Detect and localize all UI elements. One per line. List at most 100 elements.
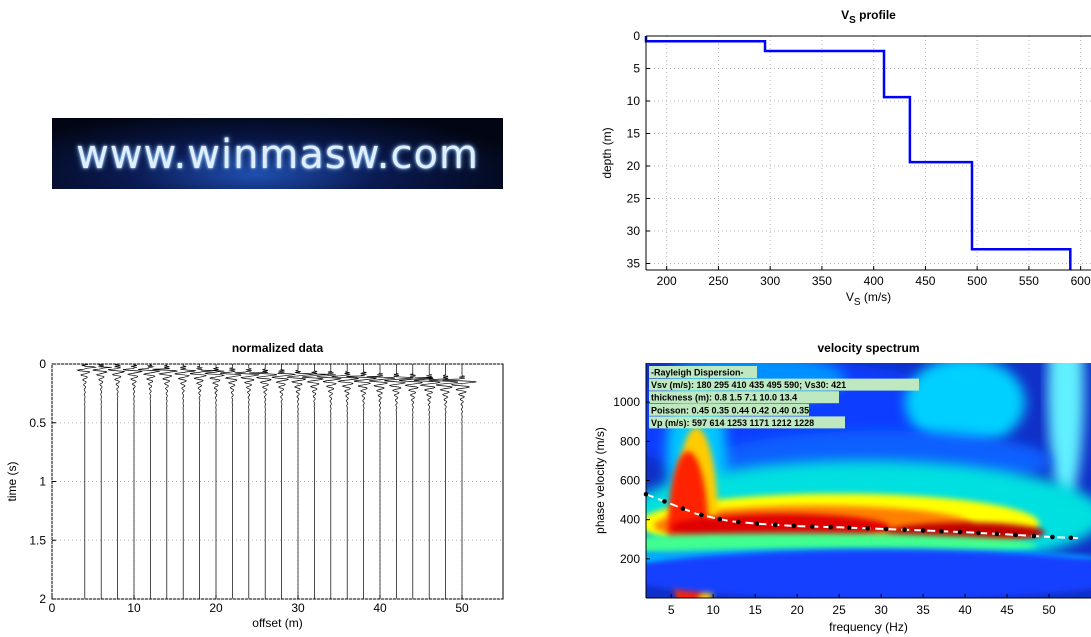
legend-row-bg — [649, 378, 919, 391]
legend-row-bg — [649, 403, 809, 416]
dispersion-curve-point — [736, 519, 741, 525]
dispersion-curve-point — [699, 512, 704, 518]
nd-trace — [249, 364, 278, 599]
dispersion-curve-point — [865, 526, 870, 531]
vs-xtick-label: 550 — [1019, 274, 1039, 288]
spec-xtick-label: 5 — [668, 603, 675, 617]
spec-xtick-label: 20 — [790, 603, 804, 617]
nd-xlabel: offset (m) — [252, 616, 302, 630]
nd-trace — [174, 364, 197, 599]
vs-profile-line — [644, 36, 1072, 270]
nd-trace — [76, 363, 97, 599]
vs-xtick-label: 250 — [708, 274, 728, 288]
vs-title: VS profile — [841, 8, 896, 26]
spec-xtick-label: 40 — [958, 603, 972, 617]
spec-xtick-label: 50 — [1042, 603, 1056, 617]
nd-xtick-label: 20 — [209, 601, 223, 615]
nd-trace — [219, 364, 242, 599]
dispersion-curve-point — [920, 528, 926, 533]
nd-ytick-label: 2 — [39, 592, 46, 606]
dispersion-curve-point — [680, 506, 686, 511]
nd-trace — [152, 364, 178, 599]
dispersion-curve-point — [791, 523, 797, 529]
heatmap-blob — [1047, 363, 1084, 503]
legend-row-text: thickness (m): 0.8 1.5 7.1 10.0 13.4 — [651, 393, 797, 403]
nd-trace — [366, 364, 396, 599]
dispersion-curve-point — [1031, 533, 1037, 539]
vs-xtick-label: 350 — [812, 274, 832, 288]
dispersion-curve-point — [957, 529, 963, 535]
winmasw-logo: www.winmasw.com — [52, 118, 503, 189]
dispersion-curve-point — [828, 524, 834, 530]
dispersion-curve-point — [846, 525, 852, 530]
vs-ylabel: depth (m) — [600, 127, 614, 178]
dispersion-curve-point — [809, 524, 815, 529]
nd-trace — [428, 364, 459, 599]
dispersion-curve-point — [976, 530, 981, 536]
vs-ytick-label: 5 — [633, 62, 640, 76]
nd-xtick-label: 40 — [373, 601, 387, 615]
dispersion-curve-point — [754, 521, 760, 526]
dispersion-curve-point — [939, 528, 944, 534]
spec-xlabel: frequency (Hz) — [829, 620, 908, 634]
legend-row-text: Poisson: 0.45 0.35 0.44 0.42 0.40 0.35 — [651, 405, 809, 415]
nd-trace — [399, 364, 433, 599]
spec-xtick-label: 30 — [874, 603, 888, 617]
spec-xtick-label: 25 — [832, 603, 846, 617]
legend-row-bg — [649, 366, 757, 378]
heatmap-blob — [905, 363, 1026, 448]
vs-heatmap — [646, 363, 1091, 598]
spec-ylabel: phase velocity (m/s) — [593, 427, 607, 534]
dispersion-curve-point — [662, 499, 667, 504]
legend-row-bg — [649, 391, 839, 404]
nd-trace — [346, 364, 377, 599]
nd-trace — [331, 364, 359, 599]
spec-ytick-label: 200 — [620, 552, 640, 566]
nd-trace — [413, 364, 441, 599]
vs-ytick-label: 35 — [627, 257, 641, 271]
nd-plot-area — [51, 363, 504, 600]
vs-ytick-label: 20 — [627, 159, 641, 173]
dispersion-curve-point — [1050, 534, 1055, 540]
vs-ytick-label: 15 — [627, 127, 641, 141]
nd-ytick-label: 1 — [39, 475, 46, 489]
vs-xtick-label: 600 — [1071, 274, 1091, 288]
nd-ytick-label: 1.5 — [29, 533, 46, 547]
nd-ytick-label: 0 — [39, 357, 46, 371]
vs-ytick-label: 25 — [627, 192, 641, 206]
spec-xtick-label: 15 — [748, 603, 762, 617]
dispersion-legend: -Rayleigh Dispersion- Vsv (m/s): 180 295 … — [649, 366, 919, 429]
nd-trace — [92, 363, 112, 599]
nd-trace — [107, 363, 126, 599]
legend-row-text: -Rayleigh Dispersion- — [651, 368, 744, 378]
nd-trace — [442, 364, 477, 599]
nd-trace — [286, 364, 314, 599]
spec-ytick-label: 1000 — [613, 395, 640, 409]
dispersion-curve-point — [773, 522, 778, 528]
legend-row-text: Vp (m/s): 597 614 1253 1171 1212 1228 — [651, 418, 814, 428]
spec-xtick-label: 10 — [706, 603, 720, 617]
nd-trace — [383, 364, 414, 599]
vs-ytick-label: 30 — [627, 224, 641, 238]
vs-ytick-label: 0 — [633, 29, 640, 43]
nd-ytick-label: 0.5 — [29, 416, 46, 430]
dispersion-curve-point — [1068, 535, 1074, 541]
spec-title: velocity spectrum — [817, 341, 919, 355]
logo-text: www.winmasw.com — [76, 132, 479, 178]
dispersion-curve-point — [902, 527, 907, 533]
dispersion-curve-point — [1013, 532, 1018, 538]
nd-trace — [234, 364, 260, 599]
legend-row-bg — [649, 416, 845, 429]
spec-ytick-label: 600 — [620, 474, 640, 488]
nd-xtick-label: 30 — [291, 601, 305, 615]
vs-xlabel: VS (m/s) — [846, 290, 891, 308]
nd-xtick-label: 0 — [49, 601, 56, 615]
heatmap-blob — [646, 549, 1091, 598]
spec-xtick-label: 35 — [916, 603, 930, 617]
vs-xtick-label: 300 — [760, 274, 780, 288]
nd-trace — [122, 364, 144, 599]
vs-xtick-label: 200 — [657, 274, 677, 288]
nd-trace — [204, 364, 226, 599]
nd-trace — [301, 364, 330, 599]
